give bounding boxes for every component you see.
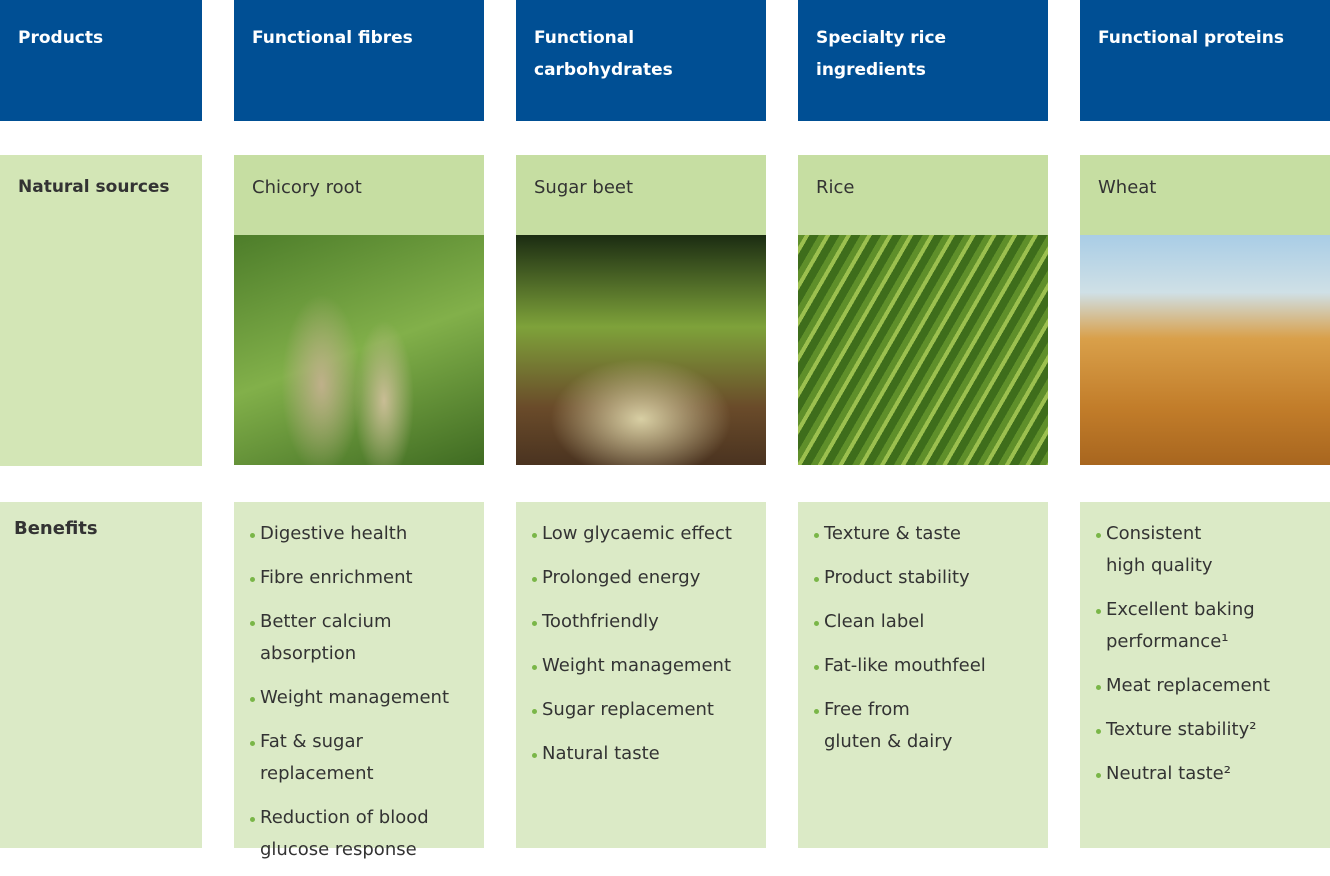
benefits-cell: Texture & taste Product stability Clean la… (798, 502, 1048, 848)
benefit-item: Excellent baking performance¹ (1094, 594, 1316, 658)
benefit-item: Better calcium absorption (248, 606, 470, 670)
product-header: Functional fibres (234, 0, 484, 121)
benefit-item: Fat-like mouthfeel (812, 650, 1034, 682)
benefits-cell: Digestive health Fibre enrichment Better c… (234, 502, 484, 848)
benefits-cell: Low glycaemic effect Prolonged energy Toot… (516, 502, 766, 848)
benefit-item: Texture & taste (812, 518, 1034, 550)
source-photo (1080, 235, 1330, 465)
benefit-item: Natural taste (530, 738, 752, 770)
benefit-item: Weight management (530, 650, 752, 682)
benefit-item: Weight management (248, 682, 470, 714)
benefit-item: Free from gluten & dairy (812, 694, 1034, 758)
benefit-item: Digestive health (248, 518, 470, 550)
page: Products Natural sources Benefits Functi… (0, 0, 1330, 876)
source-name: Sugar beet (516, 155, 766, 236)
benefit-item: Consistent high quality (1094, 518, 1316, 582)
benefits-cell: Consistent high quality Excellent baking … (1080, 502, 1330, 848)
row-label-products: Products (0, 0, 202, 121)
benefit-item: Clean label (812, 606, 1034, 638)
benefit-item: Fat & sugar replacement (248, 726, 470, 790)
benefit-item: Fibre enrichment (248, 562, 470, 594)
benefit-item: Meat replacement (1094, 670, 1316, 702)
source-name: Rice (798, 155, 1048, 236)
benefit-item: Sugar replacement (530, 694, 752, 726)
benefit-item: Neutral taste² (1094, 758, 1316, 790)
benefit-item: Texture stability² (1094, 714, 1316, 746)
product-header: Functional carbohydrates (516, 0, 766, 121)
product-header: Functional proteins (1080, 0, 1330, 121)
benefit-item: Toothfriendly (530, 606, 752, 638)
source-name: Wheat (1080, 155, 1330, 236)
product-header: Specialty rice ingredients (798, 0, 1048, 121)
source-photo (234, 235, 484, 465)
source-photo (798, 235, 1048, 465)
row-label-sources: Natural sources (0, 155, 202, 466)
row-label-benefits: Benefits (0, 502, 202, 848)
benefit-item: Low glycaemic effect (530, 518, 752, 550)
source-photo (516, 235, 766, 465)
source-name: Chicory root (234, 155, 484, 236)
benefit-item: Reduction of blood glucose response (248, 802, 470, 866)
benefit-item: Prolonged energy (530, 562, 752, 594)
benefit-item: Product stability (812, 562, 1034, 594)
